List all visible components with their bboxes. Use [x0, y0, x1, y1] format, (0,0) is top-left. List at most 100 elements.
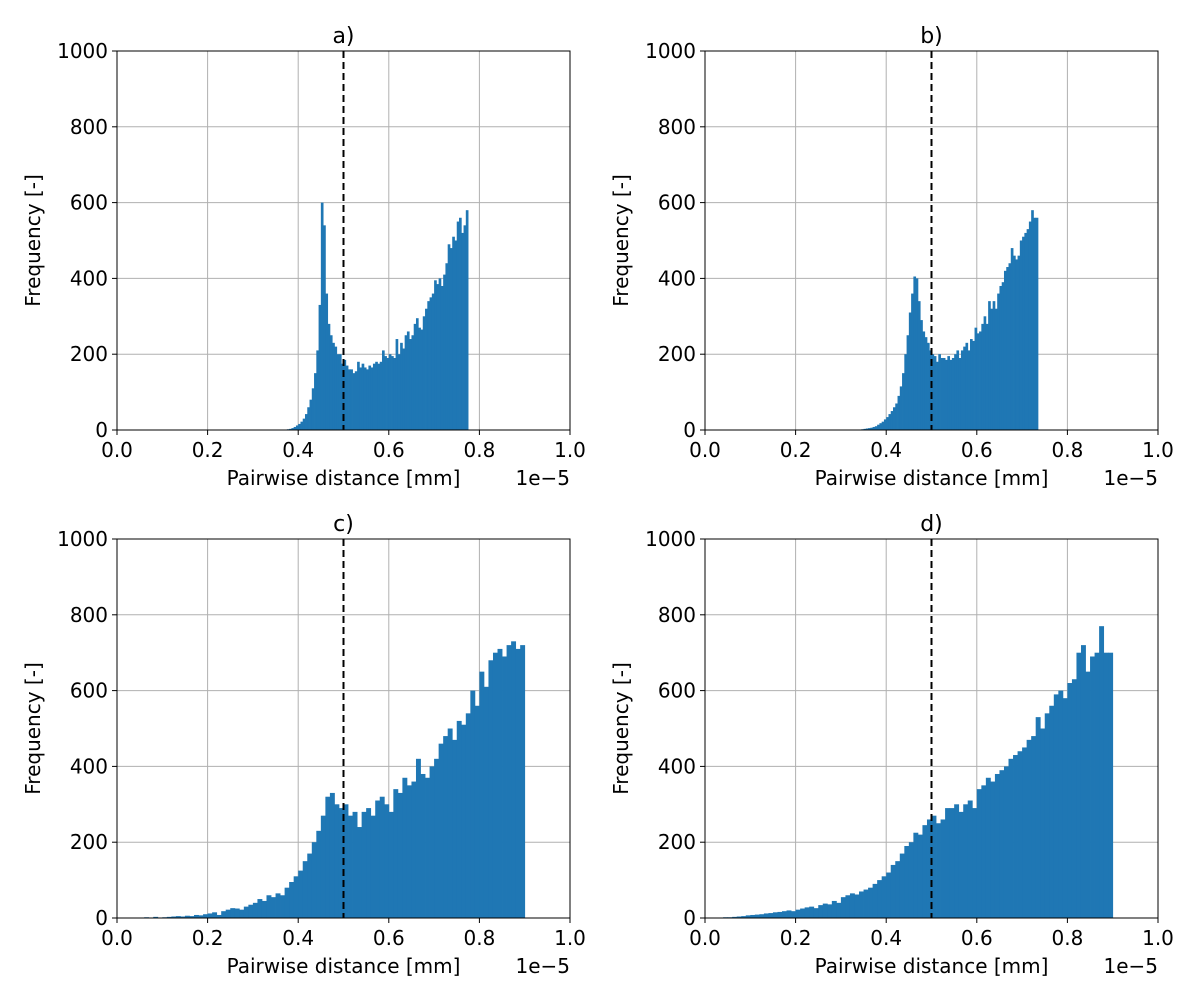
x-tick-label: 0.2	[780, 438, 812, 462]
histogram-bar	[938, 354, 941, 430]
histogram-bar	[298, 870, 304, 918]
histogram-bar	[406, 785, 412, 918]
histogram-bar	[436, 284, 440, 430]
histogram-bar	[1035, 717, 1041, 918]
histogram-bar	[153, 916, 159, 918]
histogram-bar	[302, 861, 308, 918]
histogram-bar	[502, 656, 507, 918]
histogram-bar	[915, 278, 919, 430]
y-tick-label: 800	[70, 115, 108, 139]
histogram-bar	[334, 346, 338, 430]
histogram-bar	[449, 248, 453, 430]
histogram-bar	[332, 342, 335, 430]
histogram-bar	[981, 785, 987, 918]
histogram-bar	[1049, 705, 1055, 918]
chart-title: b)	[920, 24, 943, 49]
histogram-bar	[868, 887, 874, 918]
histogram-bar	[411, 335, 415, 430]
y-tick-label: 0	[95, 906, 108, 930]
histogram-bar	[1015, 259, 1018, 430]
histogram-bar	[992, 301, 996, 430]
x-offset-text: 1e−5	[515, 954, 570, 978]
histogram-bar	[203, 914, 208, 918]
histogram-bar	[375, 800, 381, 918]
histogram-bar	[974, 327, 978, 430]
histogram-bar	[1103, 652, 1109, 918]
histogram-bar	[171, 916, 177, 918]
histogram-bar	[786, 910, 792, 918]
histogram-bar	[377, 363, 381, 430]
histogram-bar	[1071, 679, 1077, 918]
histogram-bar	[456, 720, 462, 918]
histogram-bar	[994, 773, 1000, 918]
histogram-bar	[354, 371, 358, 430]
histogram-bar	[425, 777, 430, 918]
histogram-panel-a: 0.0 0.2 0.4 0.6 0.8 1.0 0 200 400 600 800 1000 a) Pai…	[0, 0, 600, 500]
histogram-bar	[865, 428, 869, 430]
y-tick-label: 600	[70, 191, 108, 215]
histogram-bar	[234, 908, 240, 918]
histogram-bar	[395, 339, 399, 430]
histogram-bar	[979, 331, 982, 430]
histogram-bar	[440, 285, 444, 430]
y-tick-label: 400	[658, 754, 696, 778]
x-tick-label: 0.4	[282, 926, 314, 950]
histogram-bar	[958, 811, 964, 918]
histogram-bar	[872, 426, 876, 430]
histogram-bar	[452, 236, 455, 430]
x-tick-label: 0.0	[101, 438, 133, 462]
histogram-bar	[831, 900, 837, 918]
histogram-bar	[336, 354, 340, 430]
y-tick-label: 400	[70, 754, 108, 778]
histogram-bar	[890, 864, 896, 918]
histogram-bar	[931, 354, 935, 430]
histogram-bar	[359, 367, 363, 430]
histogram-bar	[316, 350, 319, 430]
histogram-bar	[800, 908, 806, 918]
x-tick-label: 0.8	[463, 438, 495, 462]
histogram-bar	[434, 758, 440, 918]
histogram-bar	[363, 367, 367, 430]
histogram-bar	[951, 357, 955, 430]
histogram-bar	[239, 909, 245, 918]
histogram-bar	[284, 887, 290, 918]
histogram-bar	[849, 893, 855, 918]
histogram-bar	[1099, 626, 1105, 918]
histogram-bar	[302, 418, 306, 430]
histogram-bar	[874, 426, 878, 430]
histogram-bar	[945, 359, 948, 430]
histogram-chart-c: 0.0 0.2 0.4 0.6 0.8 1.0 0 200 400 600 800 1000 c) Pai…	[21, 512, 586, 978]
histogram-bar	[1013, 255, 1016, 430]
histogram-bar	[809, 906, 815, 918]
histogram-bar	[300, 421, 304, 430]
histogram-bar	[434, 280, 437, 430]
histogram-bar	[352, 811, 358, 918]
histogram-bar	[316, 830, 322, 918]
histogram-bar	[348, 815, 353, 918]
histogram-bar	[520, 645, 526, 918]
y-tick-label: 0	[683, 906, 696, 930]
histogram-bar	[427, 301, 430, 430]
histogram-bar	[904, 354, 907, 430]
y-axis-label: Frequency [-]	[609, 174, 633, 307]
histogram-bar	[994, 308, 998, 430]
histogram-bar	[1003, 766, 1009, 918]
histogram-bar	[888, 414, 892, 430]
histogram-bar	[506, 645, 512, 918]
histogram-bar	[515, 648, 521, 918]
histogram-bar	[470, 690, 476, 918]
histogram-bar	[988, 301, 991, 430]
histogram-bar	[443, 736, 449, 918]
histogram-bars	[856, 210, 1039, 430]
histogram-bar	[280, 895, 286, 918]
histogram-bar	[343, 804, 349, 918]
histogram-bar	[985, 777, 991, 918]
histogram-bar	[886, 872, 892, 918]
histogram-bar	[1026, 739, 1032, 918]
histogram-bar	[189, 916, 195, 918]
histogram-bar	[184, 915, 190, 918]
histogram-bar	[933, 356, 937, 430]
histogram-bar	[883, 419, 887, 430]
histogram-bar	[298, 423, 301, 430]
histogram-bar	[1085, 671, 1091, 918]
